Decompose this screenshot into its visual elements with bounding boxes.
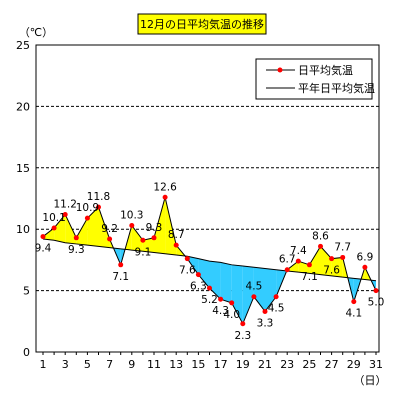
- x-tick-label: 15: [191, 358, 205, 371]
- data-label: 7.6: [179, 265, 196, 277]
- x-tick-label: 5: [84, 358, 91, 371]
- data-label: 4.5: [246, 281, 263, 293]
- y-tick-label: 15: [16, 162, 30, 175]
- x-tick-label: 1: [40, 358, 47, 371]
- chart-title: 12月の日平均気温の推移: [140, 17, 264, 31]
- legend-series2-label: 平年日平均気温: [298, 81, 375, 95]
- data-label: 6.9: [357, 251, 374, 263]
- data-label: 10.9: [76, 202, 99, 214]
- data-label: 9.2: [101, 223, 118, 235]
- data-point: [85, 216, 90, 221]
- data-label: 6.3: [190, 281, 207, 293]
- x-tick-label: 27: [325, 358, 339, 371]
- data-point: [340, 255, 345, 260]
- data-label: 9.4: [35, 243, 52, 255]
- ytick-layer: 0 5 10 15 20 25: [16, 39, 30, 359]
- data-point: [362, 265, 367, 270]
- below-normal-fill: [221, 262, 232, 303]
- data-label: 10.1: [42, 212, 65, 224]
- data-point: [307, 262, 312, 267]
- data-label: 2.3: [234, 330, 251, 342]
- x-tick-label: 9: [128, 358, 135, 371]
- y-tick-label: 0: [23, 346, 30, 359]
- data-label: 9.1: [135, 246, 152, 258]
- data-point: [251, 294, 256, 299]
- x-tick-label: 29: [347, 358, 361, 371]
- data-point: [52, 225, 57, 230]
- x-tick-label: 7: [106, 358, 113, 371]
- data-label: 12.6: [153, 181, 177, 193]
- data-label: 11.8: [87, 191, 110, 203]
- data-point: [329, 256, 334, 261]
- data-label: 4.0: [223, 309, 240, 321]
- data-point: [129, 223, 134, 228]
- data-label: 9.3: [146, 222, 163, 234]
- data-point: [107, 237, 112, 242]
- data-label: 8.7: [168, 229, 185, 241]
- x-axis-label: （日）: [354, 374, 387, 387]
- data-label: 9.3: [68, 244, 85, 256]
- data-point: [185, 256, 190, 261]
- legend: 日平均気温 平年日平均気温: [256, 59, 375, 99]
- data-point: [196, 272, 201, 277]
- x-tick-label: 23: [280, 358, 294, 371]
- x-tick-label: 25: [302, 358, 316, 371]
- data-point: [41, 234, 46, 239]
- x-tick-label: 19: [236, 358, 250, 371]
- data-label: 7.1: [112, 271, 129, 283]
- x-tick-label: 21: [258, 358, 272, 371]
- data-label: 4.1: [345, 308, 362, 320]
- data-label: 11.2: [54, 198, 77, 210]
- data-point: [163, 195, 168, 200]
- above-normal-fill: [76, 218, 87, 245]
- y-tick-label: 10: [16, 223, 30, 236]
- data-point: [218, 297, 223, 302]
- data-point: [318, 244, 323, 249]
- data-point: [240, 321, 245, 326]
- x-tick-label: 31: [369, 358, 383, 371]
- y-tick-label: 5: [23, 285, 30, 298]
- data-point: [285, 267, 290, 272]
- data-label: 7.6: [323, 265, 340, 277]
- y-tick-label: 25: [16, 39, 30, 52]
- x-tick-label: 3: [62, 358, 69, 371]
- data-point: [174, 243, 179, 248]
- data-point: [296, 259, 301, 264]
- y-axis-label: （℃）: [19, 26, 53, 39]
- x-tick-label: 11: [147, 358, 161, 371]
- data-point: [152, 235, 157, 240]
- data-point: [374, 288, 379, 293]
- legend-series1-label: 日平均気温: [298, 63, 353, 77]
- data-label: 5.0: [368, 297, 385, 309]
- x-tick-label: 17: [214, 358, 228, 371]
- data-point: [229, 300, 234, 305]
- title-group: 12月の日平均気温の推移: [138, 14, 266, 34]
- data-label: 10.3: [120, 210, 143, 222]
- data-point: [74, 235, 79, 240]
- data-label: 3.3: [257, 317, 274, 329]
- data-label: 8.6: [312, 230, 329, 242]
- data-point: [274, 294, 279, 299]
- data-label: 7.4: [290, 245, 307, 257]
- x-tick-label: 13: [169, 358, 183, 371]
- legend-series1-marker: [278, 68, 283, 73]
- data-point: [207, 286, 212, 291]
- y-tick-label: 20: [16, 100, 30, 113]
- data-label: 7.7: [334, 241, 351, 253]
- data-label: 4.5: [268, 303, 285, 315]
- data-label: 7.1: [301, 271, 318, 283]
- data-point: [118, 262, 123, 267]
- data-point: [140, 238, 145, 243]
- data-point: [351, 299, 356, 304]
